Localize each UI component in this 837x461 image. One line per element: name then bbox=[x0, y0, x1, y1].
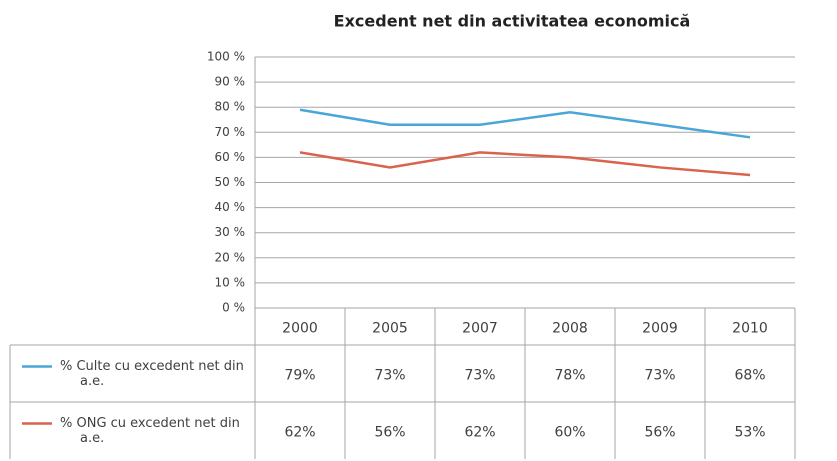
data-label: 73% bbox=[464, 368, 495, 384]
y-tick-label: 10 % bbox=[215, 275, 246, 289]
y-tick-label: 50 % bbox=[215, 175, 246, 189]
x-tick-label: 2000 bbox=[282, 321, 318, 337]
data-label: 60% bbox=[554, 425, 585, 441]
y-tick-label: 80 % bbox=[215, 100, 246, 114]
y-tick-label: 40 % bbox=[215, 200, 246, 214]
x-tick-label: 2010 bbox=[732, 321, 768, 337]
y-tick-label: 100 % bbox=[207, 50, 245, 64]
y-tick-label: 70 % bbox=[215, 125, 246, 139]
line-series bbox=[299, 108, 751, 139]
x-tick-label: 2008 bbox=[552, 321, 588, 337]
legend-label: % Culte cu excedent net din a.e. bbox=[60, 358, 244, 389]
data-label: 62% bbox=[284, 425, 315, 441]
data-label: 56% bbox=[644, 425, 675, 441]
y-tick-label: 60 % bbox=[215, 150, 246, 164]
data-label: 73% bbox=[374, 368, 405, 384]
x-tick-label: 2007 bbox=[462, 321, 498, 337]
data-label: 56% bbox=[374, 425, 405, 441]
y-tick-label: 90 % bbox=[215, 75, 246, 89]
data-label: 68% bbox=[734, 368, 765, 384]
x-tick-label: 2009 bbox=[642, 321, 678, 337]
chart-title: Excedent net din activitatea economică bbox=[334, 12, 691, 31]
y-tick-label: 0 % bbox=[222, 301, 245, 315]
y-tick-label: 20 % bbox=[215, 250, 246, 264]
y-tick-label: 30 % bbox=[215, 225, 246, 239]
x-tick-label: 2005 bbox=[372, 321, 408, 337]
legend-label: % ONG cu excedent net din a.e. bbox=[60, 415, 240, 446]
data-label: 73% bbox=[644, 368, 675, 384]
data-label: 53% bbox=[734, 425, 765, 441]
data-label: 62% bbox=[464, 425, 495, 441]
line-series bbox=[299, 151, 751, 177]
data-label: 78% bbox=[554, 368, 585, 384]
data-label: 79% bbox=[284, 368, 315, 384]
